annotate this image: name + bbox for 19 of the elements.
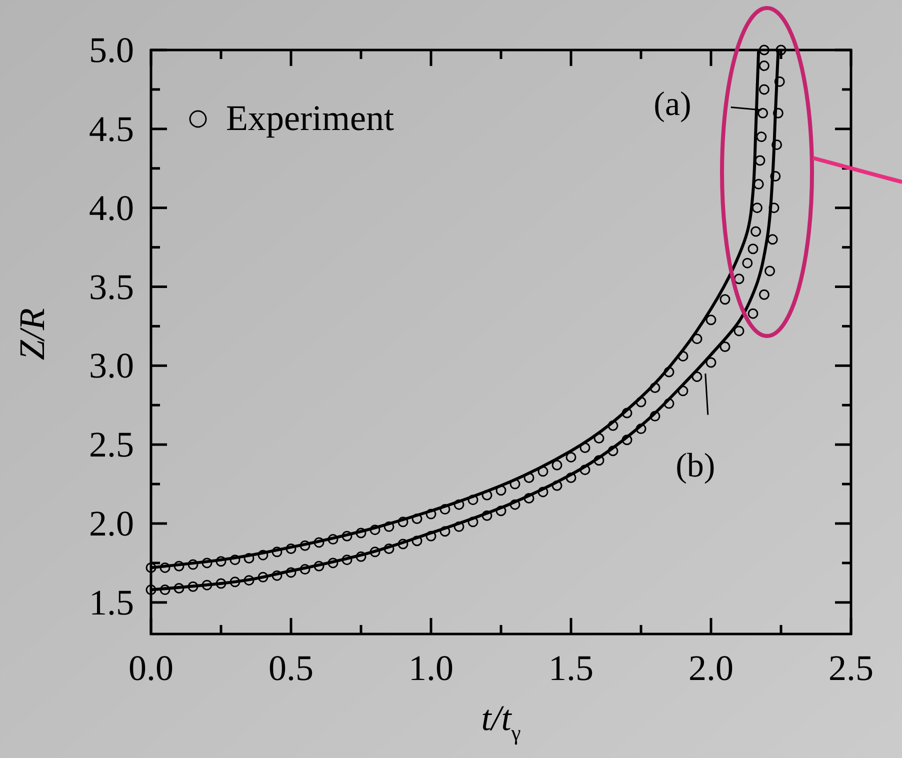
x-tick-label: 0.0: [128, 648, 174, 688]
annotation: (b): [676, 448, 716, 485]
x-tick-label: 1.0: [408, 648, 454, 688]
annotation: (a): [654, 86, 692, 123]
y-axis-title: Z/R: [12, 308, 52, 360]
x-axis-title: t/t$_{γ}$: [481, 698, 522, 745]
y-tick-label: 5.0: [89, 30, 134, 70]
y-tick-label: 1.5: [89, 582, 134, 622]
y-tick-label: 2.0: [89, 504, 134, 544]
x-tick-label: 2.0: [688, 648, 734, 688]
y-tick-label: 4.5: [89, 108, 134, 149]
y-tick-label: 2.5: [89, 424, 134, 465]
y-tick-label: 3.5: [89, 266, 134, 307]
x-tick-label: 0.5: [268, 648, 314, 688]
y-tick-label: 3.0: [89, 346, 134, 386]
legend-label: Experiment: [226, 98, 394, 138]
x-tick-label: 1.5: [548, 648, 594, 688]
x-tick-label: 2.5: [828, 648, 874, 688]
y-tick-label: 4.0: [89, 188, 134, 228]
